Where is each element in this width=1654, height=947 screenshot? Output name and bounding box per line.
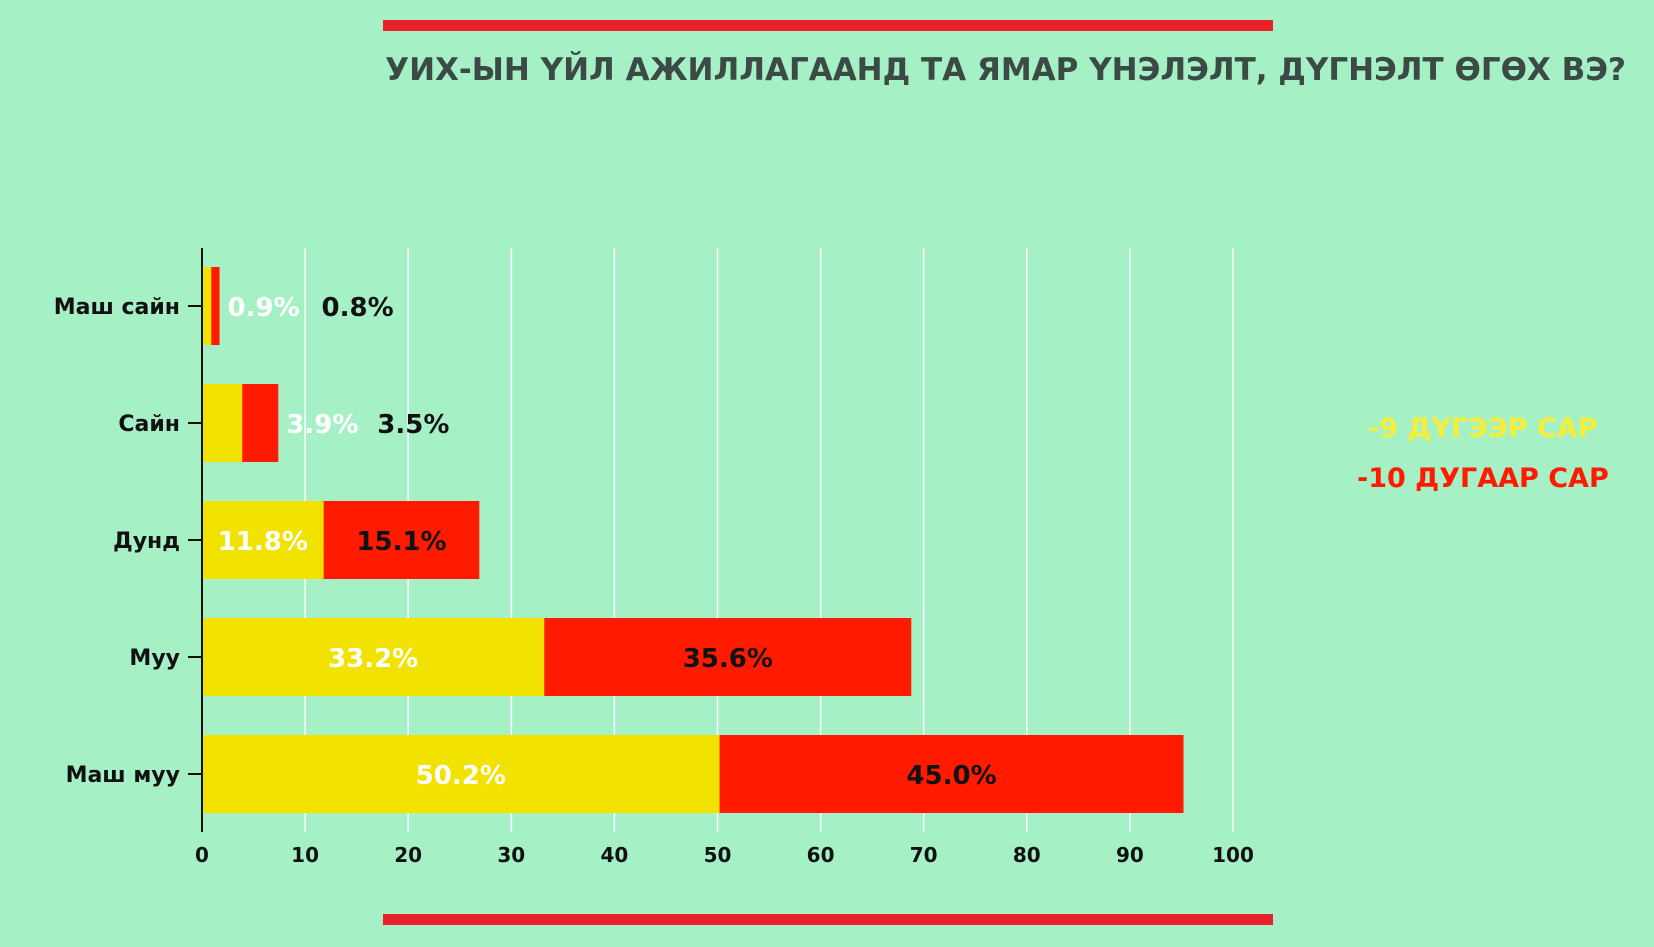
legend-item-october: -10 ДУГААР САР [1357,463,1609,494]
data-label: 15.1% [356,527,446,557]
bar-september [202,267,212,345]
data-label: 0.9% [228,293,300,323]
x-tick-label: 90 [1116,843,1144,867]
x-tick-label: 100 [1212,843,1254,867]
x-tick-label: 0 [195,843,209,867]
category-label: Сайн [118,412,180,437]
data-label: 11.8% [218,527,308,557]
x-tick-label: 60 [807,843,835,867]
bottom-rule [383,914,1273,925]
x-tick-label: 20 [394,843,422,867]
x-tick-label: 80 [1013,843,1041,867]
category-label: Муу [129,646,180,671]
bar-september [202,618,545,696]
bar-october [242,384,279,462]
category-label: Маш сайн [54,295,180,320]
data-label: 3.5% [377,410,449,440]
top-rule [383,20,1273,31]
bar-september [202,735,720,813]
category-label: Дунд [113,529,180,554]
legend-item-september: -9 ДҮГЭЭР САР [1368,413,1598,444]
bar-september [202,384,243,462]
bar-october [211,267,220,345]
data-label: 3.9% [286,410,358,440]
legend: -9 ДҮГЭЭР САР -10 ДУГААР САР [1340,404,1609,504]
bar-september [202,501,324,579]
x-tick-label: 40 [600,843,628,867]
data-label: 45.0% [906,761,996,791]
x-tick-label: 70 [910,843,938,867]
bar-october [544,618,912,696]
x-tick-label: 30 [497,843,525,867]
data-label: 35.6% [683,644,773,674]
data-label: 33.2% [328,644,418,674]
bar-october [719,735,1184,813]
data-label: 0.8% [322,293,394,323]
data-label: 50.2% [416,761,506,791]
chart-title: УИХ-ЫН ҮЙЛ АЖИЛЛАГААНД ТА ЯМАР ҮНЭЛЭЛТ, … [385,52,1626,88]
x-tick-label: 50 [704,843,732,867]
category-label: Маш муу [66,763,180,788]
bar-october [323,501,480,579]
x-tick-label: 10 [291,843,319,867]
